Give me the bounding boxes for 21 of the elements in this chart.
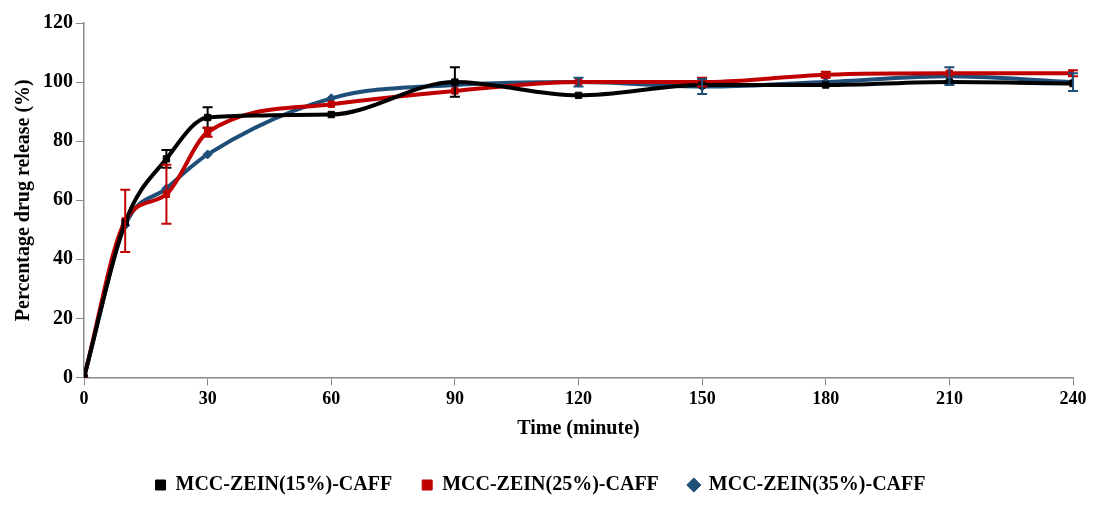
y-tick-label: 40: [53, 246, 73, 269]
y-tick-label: 0: [63, 364, 73, 387]
legend-label: MCC-ZEIN(35%)-CAFF: [708, 472, 926, 496]
y-tick-label: 80: [53, 128, 73, 151]
x-tick-label: 180: [812, 387, 840, 408]
y-tick-label: 60: [53, 187, 73, 210]
x-tick-label: 90: [445, 387, 464, 408]
x-tick-label: 210: [935, 387, 963, 408]
y-tick-label: 20: [53, 305, 73, 328]
y-tick-label: 100: [43, 69, 73, 92]
x-tick-label: 240: [1059, 387, 1087, 408]
x-tick-label: 30: [198, 387, 217, 408]
x-tick-label: 120: [565, 387, 592, 408]
x-axis-title: Time (minute): [517, 416, 640, 440]
y-tick-label: 120: [43, 10, 73, 33]
x-tick-label: 0: [79, 387, 89, 408]
x-tick-label: 60: [322, 387, 341, 408]
legend-label: MCC-ZEIN(15%)-CAFF: [175, 472, 393, 496]
y-axis-title: Percentage drug release (%): [11, 79, 35, 322]
legend-label: MCC-ZEIN(25%)-CAFF: [442, 472, 659, 496]
x-tick-label: 150: [688, 387, 716, 408]
